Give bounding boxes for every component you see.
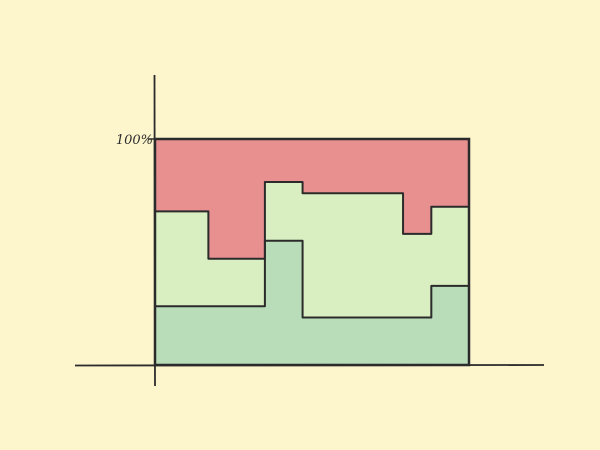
series-1-area [155,240,469,365]
plot-frame [153,137,471,367]
series-2-area [155,181,469,318]
series-areas [155,139,469,365]
series-1-top-boundary [155,239,469,319]
series-2-top-boundary [155,180,469,260]
series-boundaries [155,180,469,319]
y-tick-label-100: 100% [116,133,153,148]
series-3-area [155,139,469,259]
